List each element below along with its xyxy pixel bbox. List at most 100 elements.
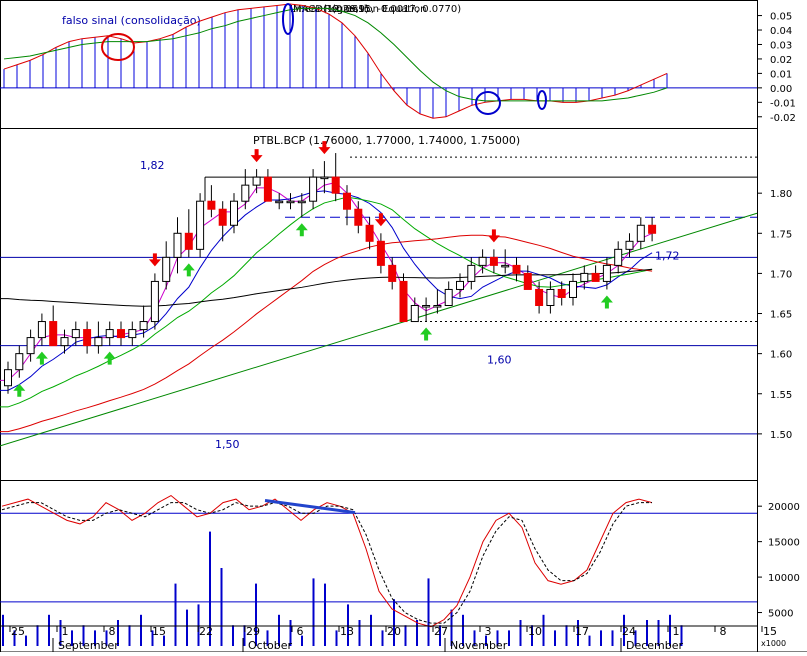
candle-body [354, 208, 363, 226]
macd-title: MACD(12,26,9) [293, 4, 369, 15]
buy-signal-arrow [35, 351, 48, 365]
macd-annotation: falso sinal (consolidação) [62, 14, 201, 27]
x-month-label: December [626, 639, 684, 652]
sell-signal-arrow [487, 229, 500, 243]
macd-tick-label: 0.00 [770, 84, 792, 95]
stoch-tick-label: 15000 [768, 538, 800, 549]
macd-series-macd [3, 3, 668, 119]
x-day-label: 6 [297, 625, 304, 638]
macd-tick-label: -0.01 [770, 98, 796, 109]
buy-signal-arrow [13, 383, 26, 397]
candle-body [4, 369, 12, 387]
x-day-label: 15 [152, 625, 166, 638]
sell-signal-arrow [148, 253, 161, 267]
candle-body [309, 176, 318, 202]
candle-body [467, 264, 476, 282]
candle-body [591, 272, 600, 282]
x-day-label: 8 [720, 625, 727, 638]
candle-body [546, 288, 555, 307]
candle-body [569, 280, 577, 298]
macd-series-signal [3, 7, 668, 102]
candle-body [128, 329, 137, 339]
macd-overlay-title: Linear Regression Equation [290, 4, 426, 15]
sell-signal-arrow [250, 149, 263, 163]
level-label: 1,82 [140, 159, 165, 172]
candle-body [218, 208, 227, 226]
stoch-tick-label: 20000 [768, 502, 800, 513]
buy-signal-arrow [420, 327, 433, 341]
candle-body [263, 176, 272, 202]
candle-body [399, 280, 408, 323]
trend-line [0, 212, 758, 447]
stoch-tick-label: 5000 [768, 609, 793, 620]
candle-body [207, 200, 216, 210]
macd-cross-marker [282, 3, 294, 35]
candle-body [252, 176, 261, 186]
candle-body [410, 305, 419, 323]
x-day-label: 20 [387, 625, 401, 638]
x-day-label: 3 [485, 625, 492, 638]
candle-body [614, 248, 623, 266]
moving-average-line [0, 268, 653, 307]
x-month-label: October [248, 639, 292, 652]
candle-body [320, 176, 329, 180]
candle-body [230, 200, 238, 226]
x-day-label: 24 [622, 625, 636, 638]
candle-body [433, 305, 442, 308]
candle-body [286, 200, 295, 204]
false-signal-marker [101, 33, 135, 61]
macd-cross-marker [475, 91, 501, 115]
x-day-label: 13 [340, 625, 354, 638]
x-day-label: 15 [763, 625, 777, 638]
buy-signal-arrow [600, 295, 613, 309]
macd-tick-label: 0.01 [770, 69, 792, 80]
x-day-label: 1 [673, 625, 680, 638]
price-title: PTBL.BCP (1.76000, 1.77000, 1.74000, 1.7… [253, 134, 520, 147]
candle-body [501, 264, 510, 268]
macd-tick-label: 0.03 [770, 40, 792, 51]
stoch-tick-label: 10000 [768, 573, 800, 584]
candle-body [580, 272, 589, 282]
candle-body [422, 305, 431, 308]
candle-body [139, 321, 148, 331]
x-day-label: 22 [199, 625, 213, 638]
price-tick-label: 1.50 [770, 430, 792, 441]
level-label: 1,60 [487, 354, 512, 367]
candle-body [94, 337, 103, 347]
candle-body [343, 192, 351, 210]
candle-body [173, 232, 182, 258]
price-tick-label: 1.55 [770, 390, 792, 401]
candle-body [388, 264, 397, 282]
candle-body [523, 272, 532, 290]
macd-overlay-values: (0.0615, -0.0017, 0.0770) [332, 4, 461, 15]
stochastic-series-line [1, 494, 653, 628]
macd-tick-label: 0.02 [770, 55, 792, 66]
candle-body [331, 176, 340, 194]
sell-signal-arrow [374, 213, 387, 227]
candle-body [512, 264, 521, 274]
candle-body [49, 321, 58, 347]
moving-average-line [0, 234, 653, 433]
candle-body [15, 353, 24, 371]
macd-cross-marker [537, 90, 547, 110]
candle-body [444, 288, 453, 307]
moving-average-line [0, 196, 653, 408]
buy-signal-arrow [103, 351, 116, 365]
price-tick-label: 1.75 [770, 229, 792, 240]
x-month-label: November [450, 639, 508, 652]
candle-body [535, 288, 544, 307]
price-tick-label: 1.80 [770, 189, 792, 200]
buy-signal-arrow [182, 263, 195, 277]
candle-body [376, 240, 385, 266]
macd-tick-label: 0.04 [770, 26, 792, 37]
candle-body [196, 200, 205, 250]
candle-body [60, 337, 69, 347]
price-tick-label: 1.70 [770, 269, 792, 280]
x-day-label: 27 [434, 625, 448, 638]
volume-unit-label: x1000 [761, 639, 786, 648]
candle-body [648, 224, 657, 234]
x-day-label: 25 [11, 625, 25, 638]
price-tick-label: 1.65 [770, 310, 792, 321]
candle-body [150, 280, 159, 323]
